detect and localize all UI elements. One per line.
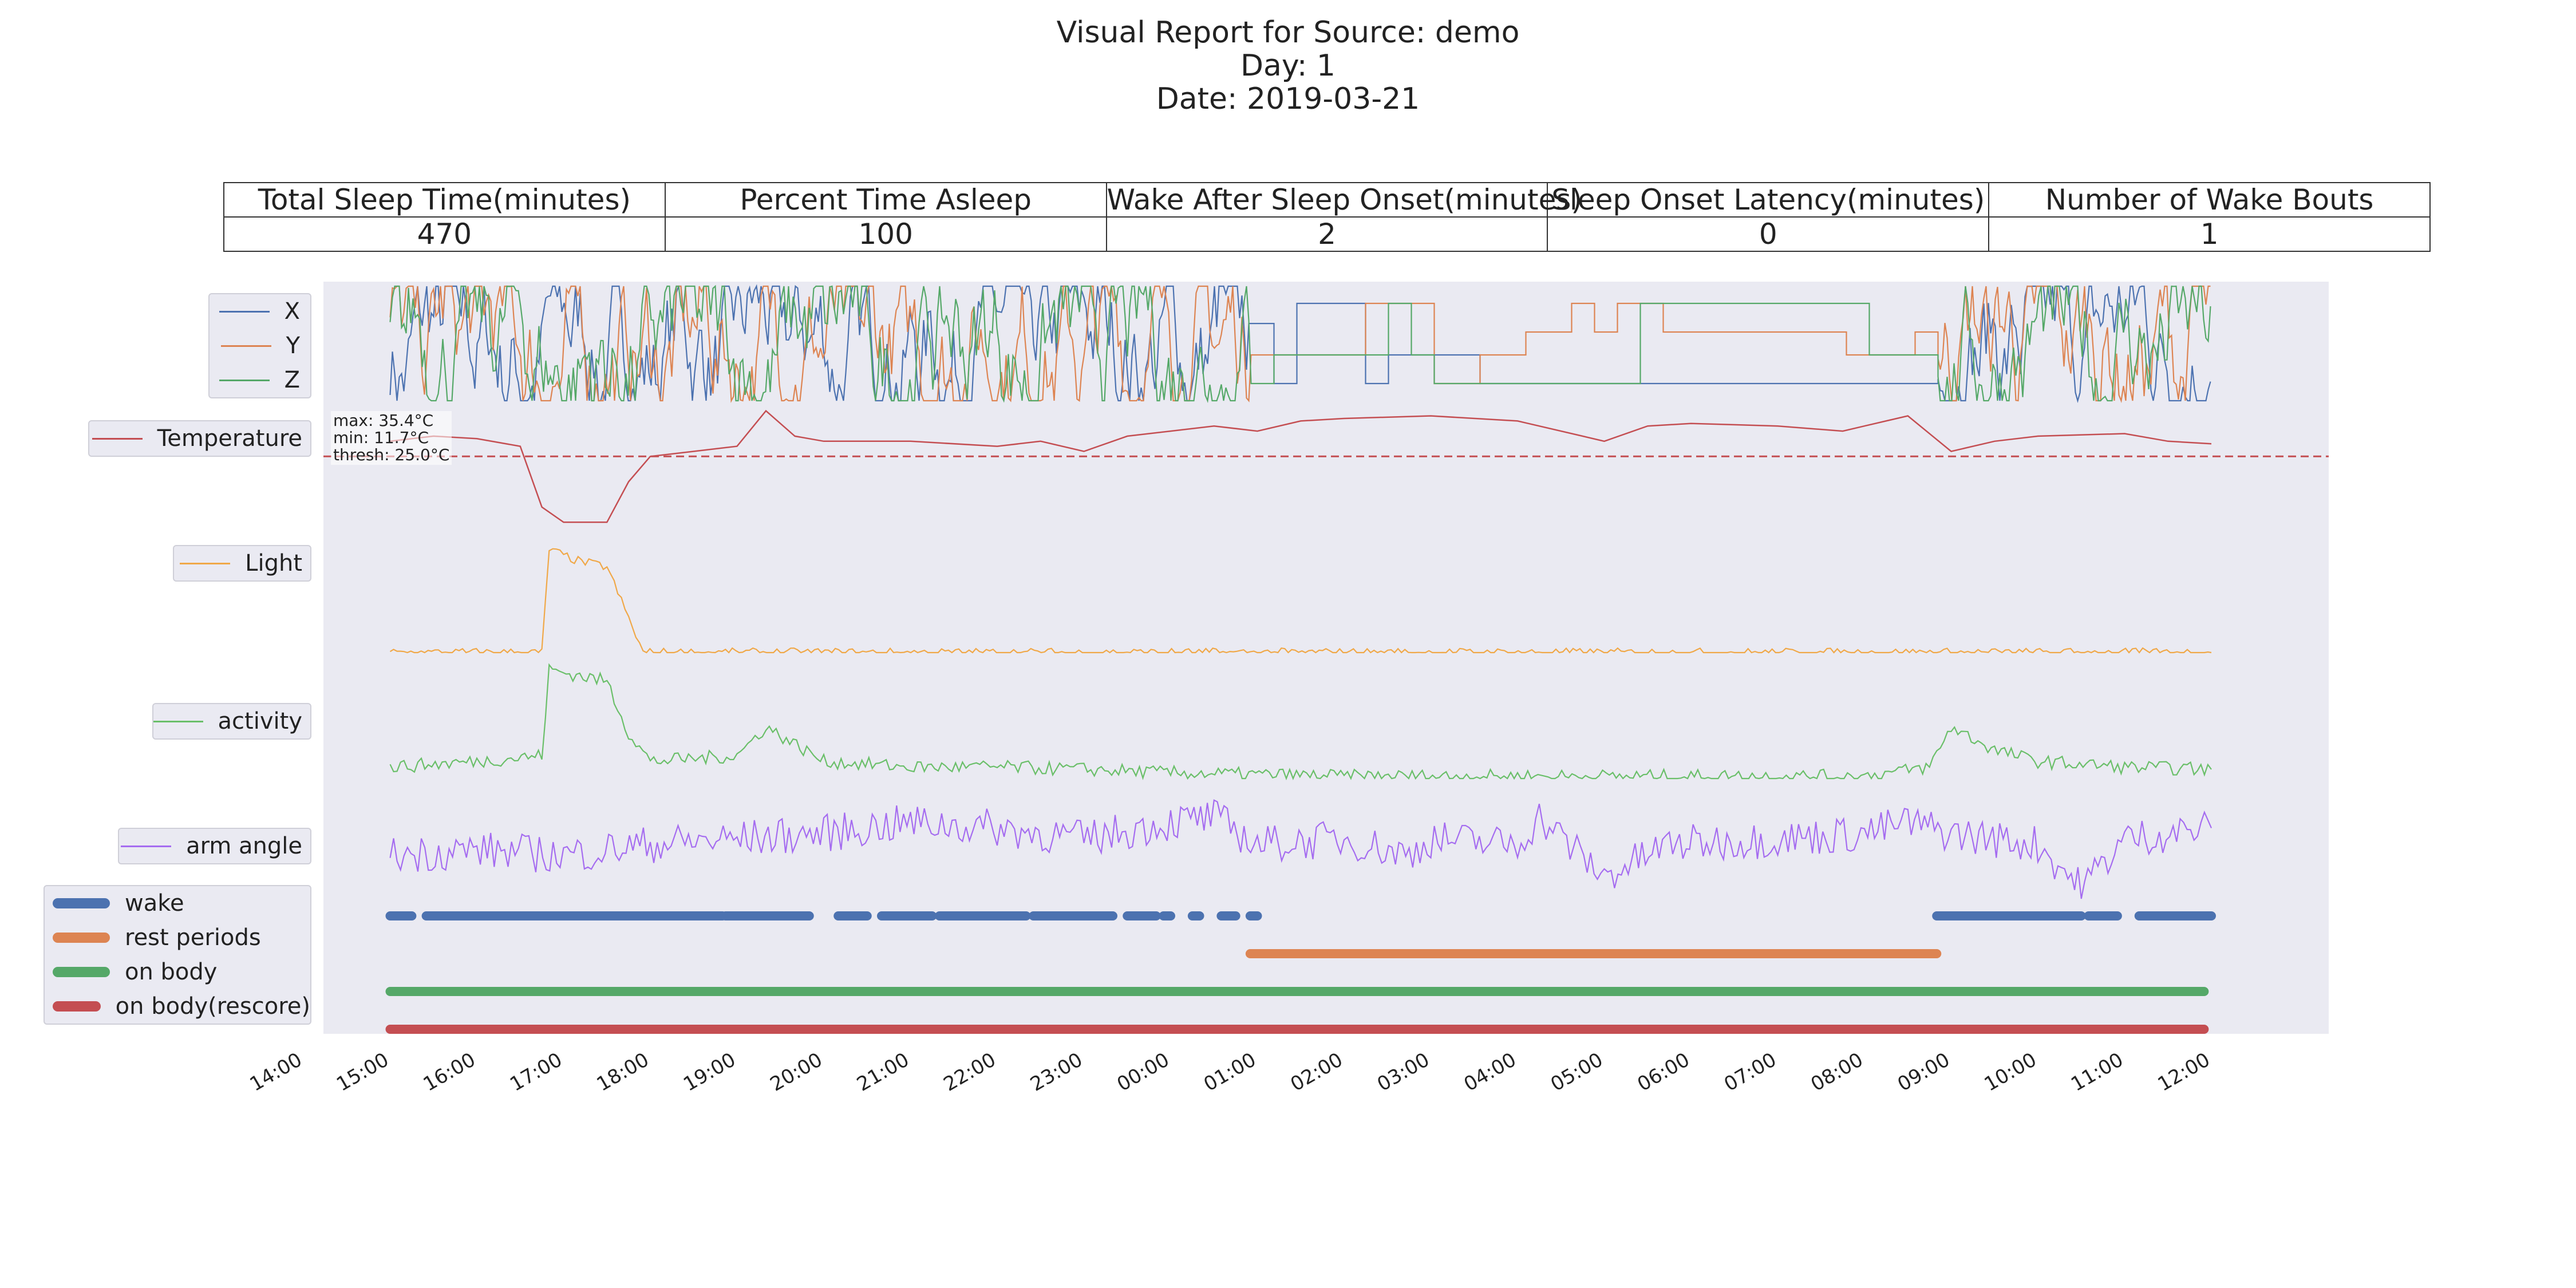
chart-title: Visual Report for Source: demo Day: 1 Da… bbox=[0, 16, 2576, 116]
legend-label-rest-periods: rest periods bbox=[125, 924, 261, 951]
accel-legend: X Y Z bbox=[208, 293, 311, 398]
title-source: Visual Report for Source: demo bbox=[1056, 15, 1520, 50]
activity-legend: activity bbox=[152, 703, 311, 740]
x-tick-label: 03:00 bbox=[1373, 1048, 1433, 1096]
light-line-swatch bbox=[180, 562, 231, 564]
accel-x-line bbox=[389, 284, 2211, 404]
header-percent-time-asleep: Percent Time Asleep bbox=[664, 182, 1107, 218]
legend-item-rest-periods: rest periods bbox=[45, 920, 310, 955]
arm-angle-legend: arm angle bbox=[118, 828, 311, 864]
light-legend: Light bbox=[173, 545, 311, 582]
bands-legend: wake rest periods on body on body(rescor… bbox=[44, 885, 311, 1025]
legend-item-activity: activity bbox=[153, 704, 310, 738]
x-tick-label: 01:00 bbox=[1200, 1048, 1260, 1096]
x-tick-label: 21:00 bbox=[853, 1048, 913, 1096]
x-tick-label: 12:00 bbox=[2154, 1048, 2214, 1096]
x-tick-label: 18:00 bbox=[593, 1048, 653, 1096]
x-tick-label: 14:00 bbox=[246, 1048, 306, 1096]
value-number-of-wake-bouts: 1 bbox=[1988, 216, 2431, 252]
rest-periods-swatch bbox=[53, 933, 110, 943]
activity-line bbox=[389, 663, 2212, 781]
x-tick-label: 16:00 bbox=[420, 1048, 480, 1096]
temperature-min: min: 11.7°C bbox=[333, 428, 429, 447]
x-tick-label: 04:00 bbox=[1460, 1048, 1520, 1096]
legend-label-x: X bbox=[284, 298, 300, 325]
value-wake-after-sleep-onset: 2 bbox=[1105, 216, 1548, 252]
x-tick-label: 05:00 bbox=[1547, 1048, 1607, 1096]
header-total-sleep-time: Total Sleep Time(minutes) bbox=[223, 182, 666, 218]
plot-background bbox=[323, 282, 2329, 1034]
x-tick-label: 15:00 bbox=[333, 1048, 393, 1096]
temperature-line-swatch bbox=[92, 437, 143, 440]
arm-angle-line bbox=[389, 799, 2212, 899]
x-tick-label: 17:00 bbox=[506, 1048, 566, 1096]
temperature-line bbox=[390, 409, 2212, 523]
x-tick-label: 06:00 bbox=[1634, 1048, 1694, 1096]
on-body-swatch bbox=[53, 967, 110, 977]
legend-label-activity: activity bbox=[218, 708, 302, 734]
legend-label-y: Y bbox=[286, 333, 300, 359]
header-number-of-wake-bouts: Number of Wake Bouts bbox=[1988, 182, 2431, 218]
on-body-rescore-swatch bbox=[53, 1001, 101, 1012]
x-line-swatch bbox=[219, 310, 270, 313]
legend-label-wake: wake bbox=[125, 890, 184, 916]
x-tick-label: 20:00 bbox=[767, 1048, 827, 1096]
sleep-summary-table: Total Sleep Time(minutes) Percent Time A… bbox=[223, 182, 2431, 252]
title-date: Date: 2019-03-21 bbox=[1156, 82, 1420, 116]
x-tick-label: 10:00 bbox=[1981, 1048, 2041, 1096]
legend-item-on-body: on body bbox=[45, 955, 310, 989]
legend-item-x: X bbox=[210, 294, 310, 329]
value-total-sleep-time: 470 bbox=[223, 216, 666, 252]
legend-label-on-body: on body bbox=[125, 959, 218, 985]
summary-value-row: 470 100 2 0 1 bbox=[223, 216, 2431, 252]
arm-angle-line-swatch bbox=[121, 845, 172, 847]
title-day: Day: 1 bbox=[1240, 49, 1336, 83]
header-sleep-onset-latency: Sleep Onset Latency(minutes) bbox=[1547, 182, 1990, 218]
x-tick-label: 19:00 bbox=[679, 1048, 740, 1096]
legend-item-z: Z bbox=[210, 363, 310, 397]
x-tick-label: 22:00 bbox=[940, 1048, 1000, 1096]
legend-item-y: Y bbox=[210, 329, 310, 363]
x-tick-label: 07:00 bbox=[1720, 1048, 1780, 1096]
legend-label-temperature: Temperature bbox=[157, 425, 302, 452]
legend-item-arm-angle: arm angle bbox=[119, 829, 310, 863]
temperature-stats: max: 35.4°C min: 11.7°C thresh: 25.0°C bbox=[331, 411, 452, 465]
legend-item-on-body-rescore: on body(rescore) bbox=[45, 989, 310, 1024]
legend-label-z: Z bbox=[284, 367, 300, 393]
value-sleep-onset-latency: 0 bbox=[1547, 216, 1990, 252]
value-percent-time-asleep: 100 bbox=[664, 216, 1107, 252]
legend-label-light: Light bbox=[245, 550, 302, 576]
temperature-thresh: thresh: 25.0°C bbox=[333, 445, 450, 464]
legend-item-light: Light bbox=[174, 546, 310, 580]
light-line bbox=[389, 548, 2212, 654]
legend-label-arm-angle: arm angle bbox=[186, 833, 302, 859]
legend-item-temperature: Temperature bbox=[89, 421, 310, 456]
legend-item-wake: wake bbox=[45, 886, 310, 920]
z-line-swatch bbox=[219, 379, 270, 381]
x-tick-label: 02:00 bbox=[1287, 1048, 1347, 1096]
legend-label-on-body-rescore: on body(rescore) bbox=[115, 993, 310, 1020]
x-tick-label: 00:00 bbox=[1113, 1048, 1174, 1096]
y-line-swatch bbox=[220, 345, 271, 347]
activity-line-swatch bbox=[153, 720, 203, 722]
x-tick-label: 09:00 bbox=[1894, 1048, 1954, 1096]
header-wake-after-sleep-onset: Wake After Sleep Onset(minutes) bbox=[1105, 182, 1582, 218]
summary-header-row: Total Sleep Time(minutes) Percent Time A… bbox=[223, 182, 2431, 218]
wake-swatch bbox=[53, 898, 110, 908]
x-tick-label: 11:00 bbox=[2067, 1048, 2127, 1096]
temperature-legend: Temperature bbox=[88, 420, 311, 457]
accel-z-line bbox=[389, 285, 2211, 404]
temperature-max: max: 35.4°C bbox=[333, 411, 434, 430]
x-tick-label: 23:00 bbox=[1026, 1048, 1086, 1096]
x-tick-label: 08:00 bbox=[1807, 1048, 1867, 1096]
